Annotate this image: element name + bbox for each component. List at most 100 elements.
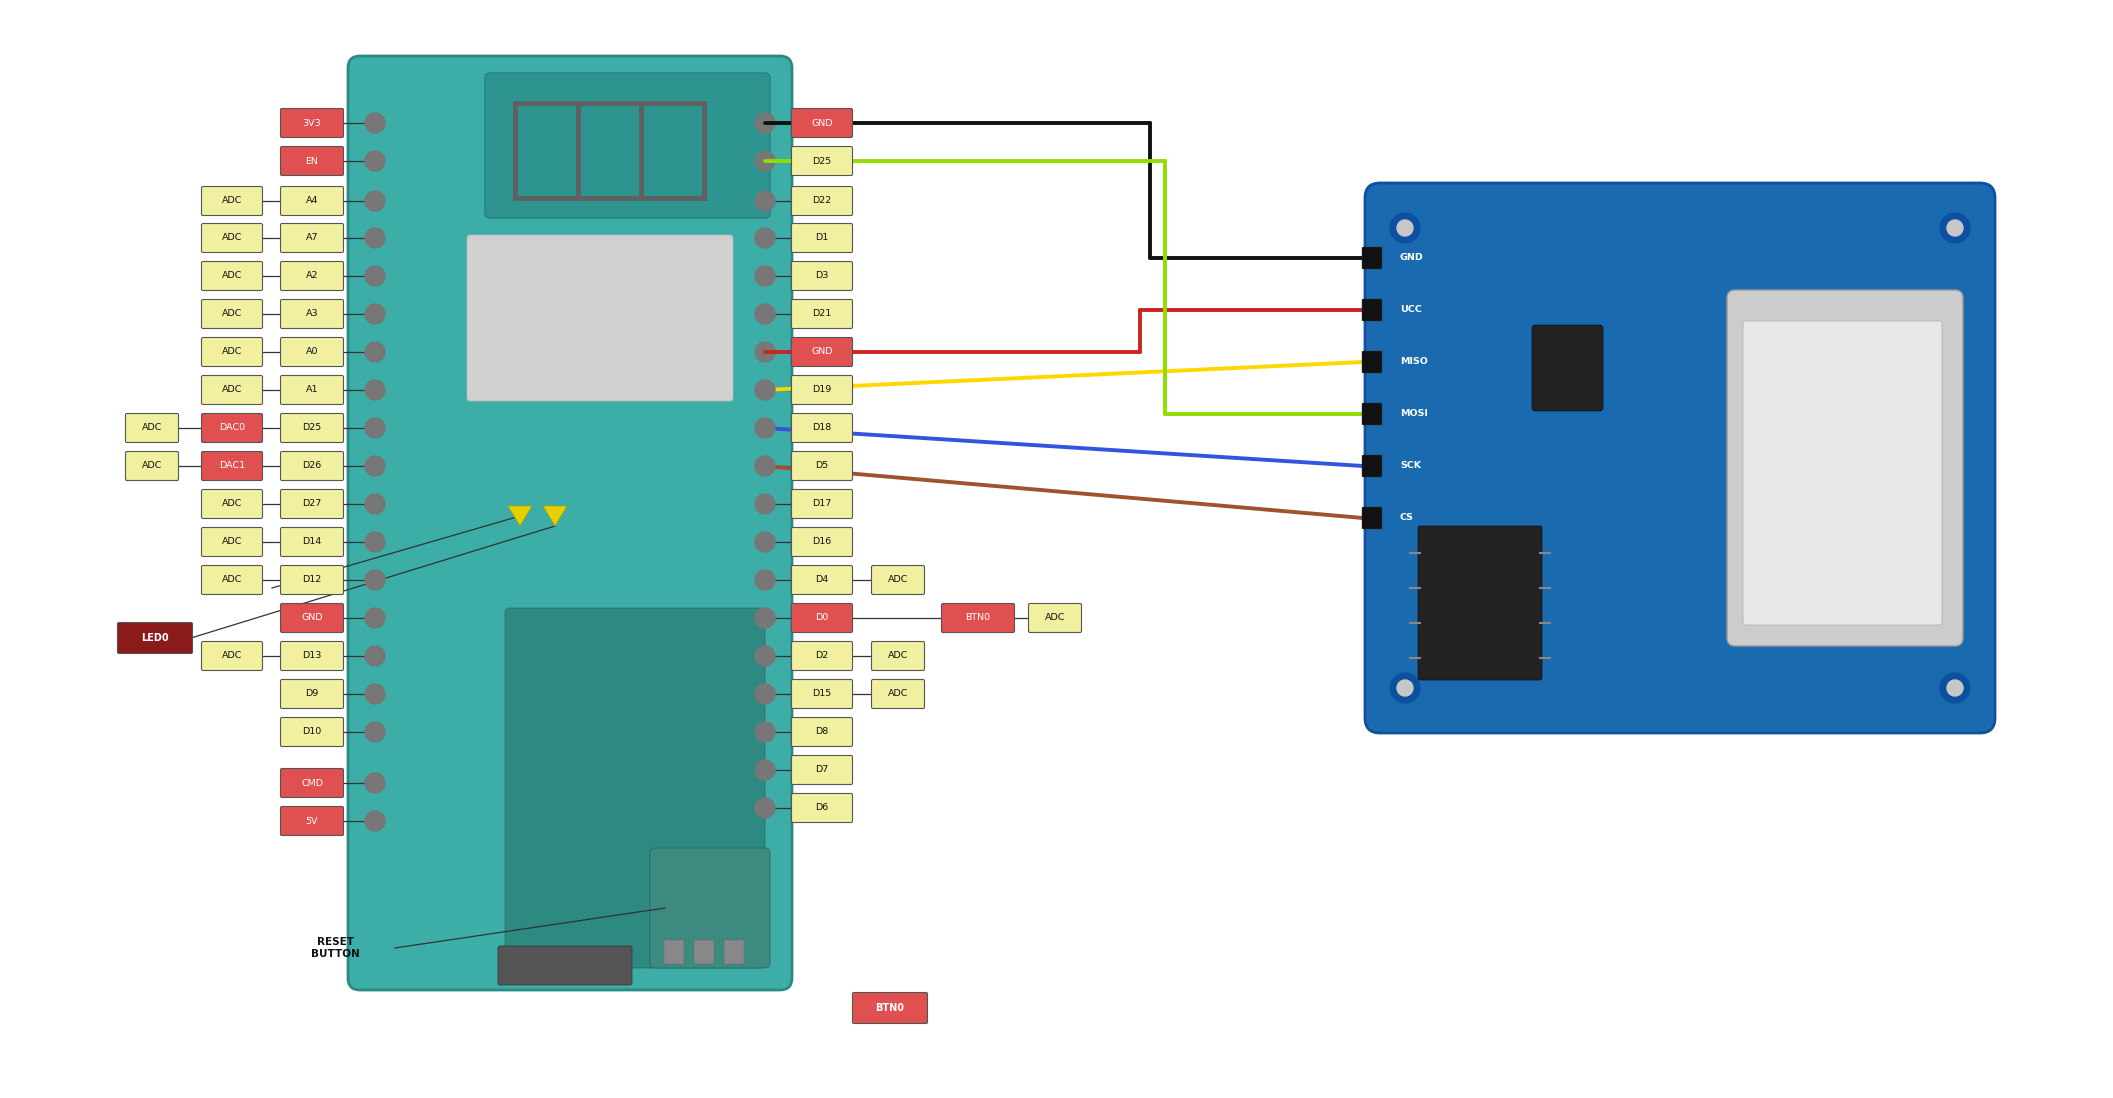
Circle shape bbox=[366, 722, 385, 742]
Circle shape bbox=[754, 228, 775, 248]
Circle shape bbox=[1940, 673, 1969, 703]
FancyBboxPatch shape bbox=[201, 300, 262, 328]
FancyBboxPatch shape bbox=[201, 376, 262, 404]
Text: D6: D6 bbox=[816, 804, 828, 813]
FancyBboxPatch shape bbox=[201, 337, 262, 367]
FancyBboxPatch shape bbox=[792, 794, 852, 822]
Circle shape bbox=[754, 722, 775, 742]
Circle shape bbox=[366, 304, 385, 324]
Circle shape bbox=[366, 684, 385, 704]
Text: D13: D13 bbox=[302, 651, 321, 661]
Text: ADC: ADC bbox=[887, 651, 909, 661]
Text: D19: D19 bbox=[811, 385, 833, 394]
Text: D26: D26 bbox=[302, 461, 321, 471]
Circle shape bbox=[754, 341, 775, 362]
FancyBboxPatch shape bbox=[1365, 183, 1995, 733]
FancyBboxPatch shape bbox=[792, 300, 852, 328]
Circle shape bbox=[366, 266, 385, 285]
Text: PWR LED: PWR LED bbox=[201, 583, 254, 593]
Circle shape bbox=[366, 773, 385, 793]
Circle shape bbox=[754, 456, 775, 477]
FancyBboxPatch shape bbox=[281, 527, 344, 557]
FancyBboxPatch shape bbox=[725, 940, 744, 964]
Text: D18: D18 bbox=[811, 424, 833, 433]
Circle shape bbox=[754, 152, 775, 171]
Text: A3: A3 bbox=[306, 310, 319, 318]
Circle shape bbox=[366, 341, 385, 362]
Text: D15: D15 bbox=[811, 690, 833, 698]
Circle shape bbox=[366, 152, 385, 171]
FancyBboxPatch shape bbox=[281, 807, 344, 836]
FancyBboxPatch shape bbox=[792, 717, 852, 747]
Text: ADC: ADC bbox=[222, 538, 243, 547]
FancyBboxPatch shape bbox=[281, 680, 344, 708]
FancyBboxPatch shape bbox=[349, 56, 792, 990]
Circle shape bbox=[754, 380, 775, 400]
FancyBboxPatch shape bbox=[792, 261, 852, 291]
FancyBboxPatch shape bbox=[852, 993, 928, 1023]
Polygon shape bbox=[507, 506, 532, 526]
FancyBboxPatch shape bbox=[281, 604, 344, 632]
FancyBboxPatch shape bbox=[281, 109, 344, 137]
Text: BTN0: BTN0 bbox=[966, 614, 991, 623]
FancyBboxPatch shape bbox=[1743, 321, 1942, 625]
FancyBboxPatch shape bbox=[281, 490, 344, 518]
Text: D10: D10 bbox=[302, 728, 321, 737]
Text: 5V: 5V bbox=[306, 817, 319, 826]
FancyBboxPatch shape bbox=[281, 187, 344, 215]
FancyBboxPatch shape bbox=[1029, 604, 1082, 632]
FancyBboxPatch shape bbox=[792, 680, 852, 708]
FancyBboxPatch shape bbox=[1532, 325, 1604, 411]
FancyBboxPatch shape bbox=[792, 527, 852, 557]
Circle shape bbox=[754, 266, 775, 285]
Text: ADC: ADC bbox=[222, 310, 243, 318]
Text: MISO: MISO bbox=[1401, 358, 1428, 367]
Text: A7: A7 bbox=[306, 234, 319, 243]
Text: D25: D25 bbox=[811, 157, 833, 166]
Text: D8: D8 bbox=[816, 728, 828, 737]
FancyBboxPatch shape bbox=[281, 641, 344, 671]
FancyBboxPatch shape bbox=[792, 224, 852, 253]
Circle shape bbox=[754, 570, 775, 590]
Circle shape bbox=[366, 646, 385, 666]
Text: D22: D22 bbox=[811, 197, 833, 205]
FancyBboxPatch shape bbox=[663, 940, 685, 964]
Text: D7: D7 bbox=[816, 765, 828, 774]
Text: ADC: ADC bbox=[222, 651, 243, 661]
Text: ADC: ADC bbox=[142, 424, 163, 433]
Text: LED0: LED0 bbox=[142, 634, 169, 643]
FancyBboxPatch shape bbox=[125, 414, 177, 442]
Text: GND: GND bbox=[811, 347, 833, 357]
FancyBboxPatch shape bbox=[201, 641, 262, 671]
Circle shape bbox=[366, 456, 385, 477]
Text: ADC: ADC bbox=[142, 461, 163, 471]
Text: SCK: SCK bbox=[1401, 461, 1422, 471]
FancyBboxPatch shape bbox=[281, 451, 344, 481]
Text: UCC: UCC bbox=[1401, 305, 1422, 314]
Circle shape bbox=[1946, 680, 1963, 696]
Text: GND: GND bbox=[1401, 254, 1424, 262]
Text: ADC: ADC bbox=[222, 385, 243, 394]
FancyBboxPatch shape bbox=[1363, 351, 1382, 373]
FancyBboxPatch shape bbox=[1418, 526, 1542, 680]
Text: D9: D9 bbox=[306, 690, 319, 698]
FancyBboxPatch shape bbox=[201, 261, 262, 291]
FancyBboxPatch shape bbox=[499, 946, 632, 985]
Text: D3: D3 bbox=[816, 271, 828, 280]
FancyBboxPatch shape bbox=[125, 451, 177, 481]
Text: RESET
BUTTON: RESET BUTTON bbox=[311, 938, 359, 959]
FancyBboxPatch shape bbox=[871, 641, 925, 671]
FancyBboxPatch shape bbox=[1726, 290, 1963, 646]
Circle shape bbox=[366, 113, 385, 133]
Text: GND: GND bbox=[302, 614, 323, 623]
FancyBboxPatch shape bbox=[201, 490, 262, 518]
Circle shape bbox=[754, 608, 775, 628]
FancyBboxPatch shape bbox=[201, 451, 262, 481]
Text: 3V3: 3V3 bbox=[302, 119, 321, 127]
Circle shape bbox=[1940, 213, 1969, 243]
FancyBboxPatch shape bbox=[792, 641, 852, 671]
FancyBboxPatch shape bbox=[792, 109, 852, 137]
Circle shape bbox=[366, 570, 385, 590]
Text: ADC: ADC bbox=[887, 575, 909, 584]
Circle shape bbox=[754, 684, 775, 704]
